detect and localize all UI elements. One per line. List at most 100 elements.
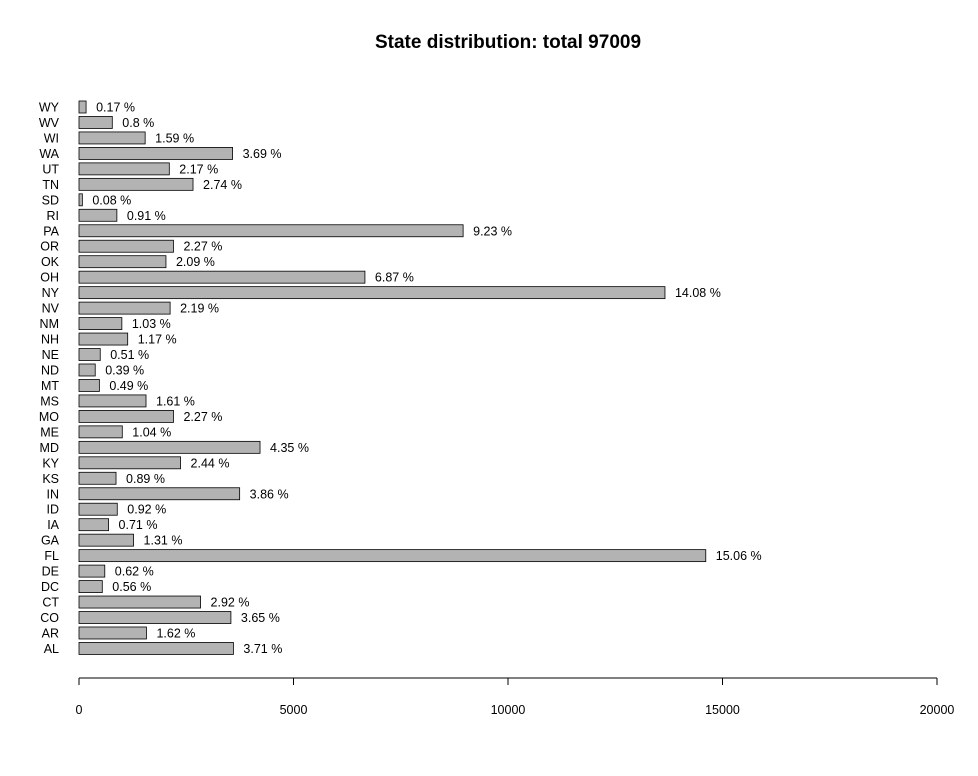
value-label-wv: 0.8 % <box>122 116 154 130</box>
category-label-tn: TN <box>42 178 59 192</box>
bar-nm <box>78 317 123 330</box>
value-label-al: 3.71 % <box>243 642 282 656</box>
value-label-co: 3.65 % <box>241 611 280 625</box>
bar-fl <box>78 549 707 563</box>
bar-al <box>78 642 234 655</box>
value-label-in: 3.86 % <box>250 487 289 501</box>
category-label-ar: AR <box>42 626 59 640</box>
bar-dc <box>78 580 103 593</box>
value-label-nm: 1.03 % <box>132 317 171 331</box>
bar-oh <box>78 270 366 284</box>
category-label-ga: GA <box>41 534 60 548</box>
bar-pa <box>78 224 464 238</box>
bar-ga <box>78 533 134 547</box>
x-tick-label-15000: 15000 <box>705 703 740 717</box>
category-label-oh: OH <box>40 271 59 285</box>
chart-title: State distribution: total 97009 <box>375 32 641 53</box>
value-label-ne: 0.51 % <box>110 348 149 362</box>
value-label-ct: 2.92 % <box>211 596 250 610</box>
category-label-al: AL <box>44 642 59 656</box>
category-label-nd: ND <box>41 363 59 377</box>
value-label-tn: 2.74 % <box>203 178 242 192</box>
category-label-ny: NY <box>42 286 60 300</box>
bar-or <box>78 239 174 253</box>
value-label-ky: 2.44 % <box>191 456 230 470</box>
bar-md <box>78 440 261 454</box>
bar-ok <box>78 255 167 269</box>
bar-ct <box>78 595 201 609</box>
bar-ms <box>78 394 147 408</box>
category-label-md: MD <box>40 441 59 455</box>
bar-ne <box>78 348 101 361</box>
bar-ar <box>78 626 147 640</box>
category-label-mt: MT <box>41 379 59 393</box>
bar-ny <box>78 286 666 300</box>
value-label-mo: 2.27 % <box>183 410 222 424</box>
category-label-ct: CT <box>42 596 59 610</box>
value-label-md: 4.35 % <box>270 441 309 455</box>
value-label-nd: 0.39 % <box>105 363 144 377</box>
value-label-mt: 0.49 % <box>109 379 148 393</box>
value-label-ok: 2.09 % <box>176 255 215 269</box>
x-tick-label-20000: 20000 <box>920 703 955 717</box>
bar-ut <box>78 162 170 176</box>
bar-wv <box>78 116 113 129</box>
category-label-or: OR <box>40 240 59 254</box>
category-label-sd: SD <box>42 193 59 207</box>
value-label-ms: 1.61 % <box>156 394 195 408</box>
value-label-dc: 0.56 % <box>112 580 151 594</box>
category-label-ms: MS <box>40 394 59 408</box>
value-label-pa: 9.23 % <box>473 224 512 238</box>
bar-wy <box>78 100 87 114</box>
value-label-ga: 1.31 % <box>144 534 183 548</box>
value-label-wa: 3.69 % <box>243 147 282 161</box>
category-label-wa: WA <box>39 147 59 161</box>
value-label-ar: 1.62 % <box>156 626 195 640</box>
x-tick-label-10000: 10000 <box>491 703 526 717</box>
value-label-ny: 14.08 % <box>675 286 721 300</box>
value-label-ks: 0.89 % <box>126 472 165 486</box>
category-label-wv: WV <box>39 116 60 130</box>
category-label-in: IN <box>47 487 60 501</box>
category-label-me: ME <box>40 425 59 439</box>
category-label-ia: IA <box>47 518 59 532</box>
category-label-dc: DC <box>41 580 59 594</box>
value-label-sd: 0.08 % <box>92 193 131 207</box>
category-label-ne: NE <box>42 348 59 362</box>
value-label-id: 0.92 % <box>127 503 166 517</box>
category-label-nh: NH <box>41 333 59 347</box>
bar-in <box>78 487 241 501</box>
value-label-fl: 15.06 % <box>716 549 762 563</box>
bar-id <box>78 502 118 516</box>
value-label-oh: 6.87 % <box>375 271 414 285</box>
category-label-id: ID <box>47 503 60 517</box>
bar-tn <box>78 177 194 191</box>
bar-ri <box>78 208 118 222</box>
category-label-ks: KS <box>42 472 59 486</box>
bar-ky <box>78 456 181 470</box>
bar-wi <box>78 131 146 145</box>
category-label-ok: OK <box>41 255 60 269</box>
bars-group <box>78 100 707 655</box>
bar-me <box>78 425 123 439</box>
category-label-ut: UT <box>42 162 59 176</box>
category-label-de: DE <box>42 565 59 579</box>
x-axis: 0 5000 10000 15000 20000 <box>76 677 955 717</box>
value-label-ri: 0.91 % <box>127 209 166 223</box>
x-tick-label-5000: 5000 <box>280 703 308 717</box>
value-label-ia: 0.71 % <box>119 518 158 532</box>
value-label-wi: 1.59 % <box>155 131 194 145</box>
bar-wa <box>78 147 233 160</box>
bar-nv <box>78 301 171 315</box>
bar-ks <box>78 471 117 485</box>
bar-ia <box>78 518 109 532</box>
x-tick-label-0: 0 <box>76 703 83 717</box>
value-label-me: 1.04 % <box>132 425 171 439</box>
value-label-nh: 1.17 % <box>138 333 177 347</box>
bar-co <box>78 611 232 624</box>
value-label-or: 2.27 % <box>183 240 222 254</box>
bar-nd <box>78 363 96 377</box>
bar-de <box>78 564 106 578</box>
bar-sd <box>78 193 83 207</box>
